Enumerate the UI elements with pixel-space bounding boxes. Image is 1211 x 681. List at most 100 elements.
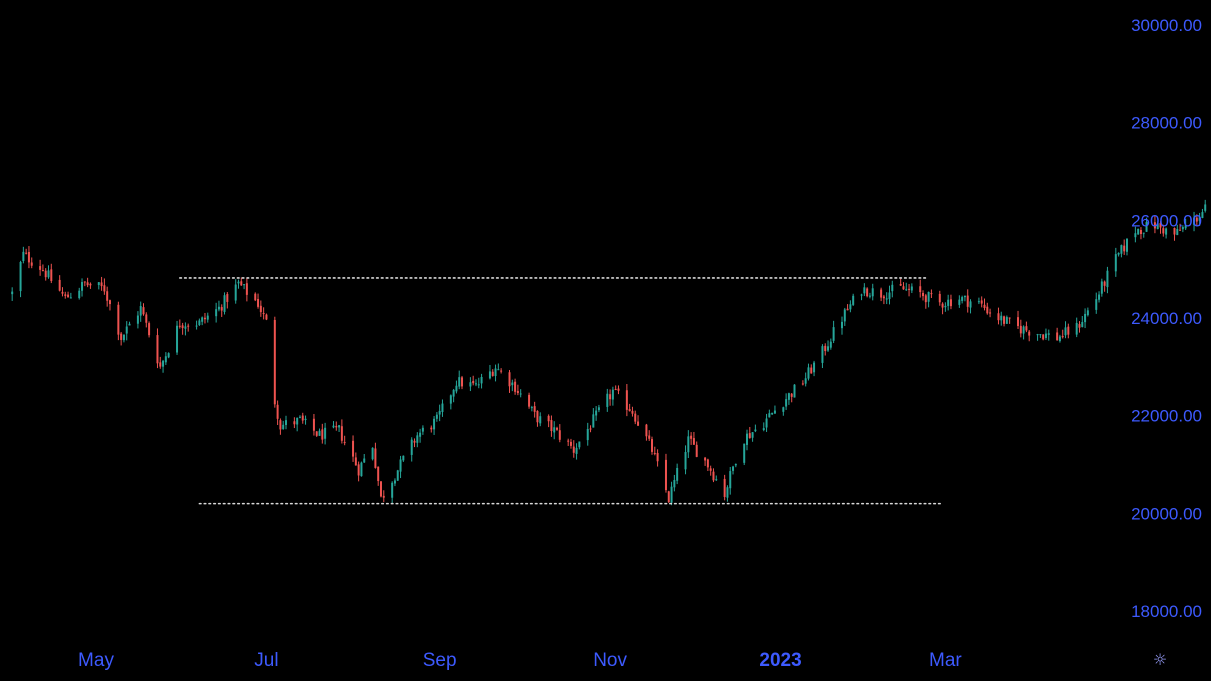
candle-body (433, 418, 436, 430)
x-tick-label: Sep (423, 650, 457, 671)
candle-body (947, 299, 950, 306)
candle-body (301, 415, 304, 421)
candle-body (100, 282, 103, 287)
candle-body (768, 413, 771, 418)
candle-body (966, 295, 969, 307)
candle-body (1075, 322, 1078, 335)
candle-body (195, 325, 198, 327)
candle-body (508, 372, 511, 387)
candle-body (97, 282, 100, 286)
candle-body (667, 491, 670, 503)
candle-body (240, 281, 243, 286)
candle-body (690, 435, 693, 439)
candle-body (575, 447, 578, 454)
candle-body (187, 325, 190, 327)
candle-body (357, 464, 360, 476)
candle-body (1103, 281, 1106, 286)
candle-body (284, 420, 287, 425)
candle-body (567, 440, 570, 442)
candle-body (1159, 223, 1162, 228)
candle-body (927, 291, 930, 302)
candle-body (1017, 317, 1020, 327)
candle-body (673, 479, 676, 488)
candle-body (692, 438, 695, 445)
candle-body (410, 439, 413, 455)
candle-body (265, 314, 268, 320)
candle-body (1100, 281, 1103, 294)
time-axis[interactable]: May Jul Sep Nov 2023 Mar (78, 650, 962, 671)
candle-body (843, 309, 846, 322)
candle-body (938, 293, 941, 303)
candle-body (441, 403, 444, 413)
candle-body (997, 313, 1000, 321)
candle-body (343, 442, 346, 444)
candle-body (25, 252, 28, 254)
candle-body (832, 327, 835, 341)
candle-body (578, 441, 581, 448)
candle-body (122, 334, 125, 341)
candle-body (670, 486, 673, 503)
candle-body (637, 421, 640, 426)
candle-body (254, 293, 257, 301)
candle-body (810, 367, 813, 374)
candle-body (1084, 313, 1087, 323)
candle-body (536, 410, 539, 423)
candle-body (1056, 332, 1059, 341)
candle-body (198, 320, 201, 326)
candle-body (363, 458, 366, 463)
candle-body (715, 479, 718, 481)
candle-body (787, 393, 790, 400)
candle-body (969, 301, 972, 308)
candle-body (821, 346, 824, 363)
candle-body (771, 412, 774, 415)
candle-body (729, 471, 732, 489)
candle-body (234, 284, 237, 301)
candle-body (103, 285, 106, 292)
candle-body (455, 385, 458, 392)
candle-body (324, 427, 327, 439)
candle-body (304, 418, 307, 421)
candle-body (983, 304, 986, 308)
candle-body (558, 430, 561, 440)
candle-body (754, 429, 757, 432)
candle-body (885, 298, 888, 300)
candle-body (924, 295, 927, 303)
candle-body (108, 300, 111, 305)
candle-body (1173, 227, 1176, 235)
candle-body (22, 251, 25, 262)
candle-body (871, 288, 874, 297)
candle-body (64, 294, 67, 296)
candle-body (452, 389, 455, 397)
candle-body (687, 436, 690, 453)
candle-body (891, 284, 894, 292)
candle-body (589, 428, 592, 430)
candle-body (136, 315, 139, 324)
candle-body (220, 307, 223, 311)
candle-body (438, 410, 441, 415)
gear-icon[interactable]: ☼ (1152, 650, 1168, 669)
candle-body (961, 297, 964, 301)
candle-body (1117, 252, 1120, 255)
price-axis[interactable]: 30000.00 28000.00 26000.00 24000.00 22000.00… (1131, 16, 1202, 621)
candle-body (279, 420, 282, 430)
candle-body (293, 421, 296, 425)
candle-body (1058, 336, 1061, 342)
candle-body (553, 427, 556, 433)
candle-body (128, 323, 131, 326)
candle-body (1195, 217, 1198, 222)
candle-body (497, 369, 500, 371)
candle-body (488, 371, 491, 379)
candle-body (178, 325, 181, 327)
candle-body (1137, 228, 1140, 235)
candle-body (1139, 229, 1142, 235)
candle-body (338, 425, 341, 428)
x-tick-label: Jul (254, 650, 278, 671)
candle-body (863, 287, 866, 294)
candle-body (315, 431, 318, 436)
candle-body (648, 435, 651, 439)
candle-body (223, 295, 226, 312)
candle-body (125, 326, 128, 334)
candle-body (67, 294, 70, 298)
candle-body (1165, 228, 1168, 235)
